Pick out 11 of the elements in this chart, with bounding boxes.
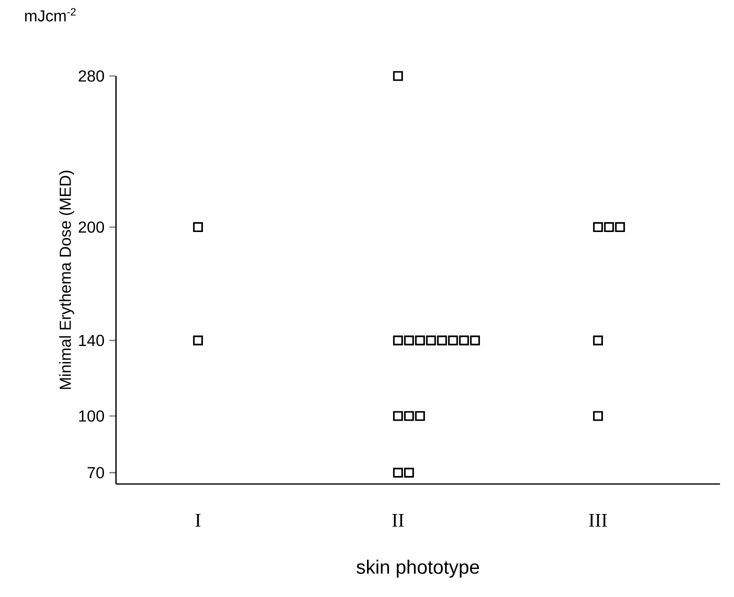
y-tick-label: 70 [88, 467, 104, 478]
x-tick-label: I [196, 514, 201, 527]
y-axis-title: Minimal Erythema Dose (MED) [59, 170, 74, 389]
y-tick-label: 280 [78, 70, 104, 82]
x-tick-label: III [589, 514, 607, 527]
y-tick-label: 100 [79, 410, 104, 422]
text: mJcm$^{-2}$ [25, 8, 76, 22]
x-tick-label: II [392, 514, 404, 527]
y-tick-label: 200 [78, 221, 104, 233]
x-axis-title: skin phototype [356, 560, 480, 578]
y-tick-label: 140 [79, 334, 104, 346]
